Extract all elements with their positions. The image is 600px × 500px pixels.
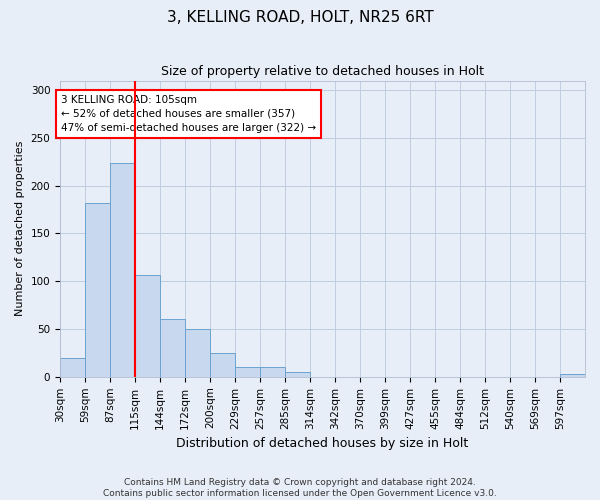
Bar bbox=[60, 358, 85, 377]
Title: Size of property relative to detached houses in Holt: Size of property relative to detached ho… bbox=[161, 65, 484, 78]
Bar bbox=[85, 203, 110, 377]
Bar bbox=[285, 372, 310, 377]
Bar bbox=[185, 329, 210, 377]
Bar bbox=[135, 274, 160, 377]
Bar bbox=[160, 320, 185, 377]
Bar bbox=[110, 162, 135, 377]
Bar bbox=[210, 353, 235, 377]
Bar bbox=[235, 368, 260, 377]
Text: 3, KELLING ROAD, HOLT, NR25 6RT: 3, KELLING ROAD, HOLT, NR25 6RT bbox=[167, 10, 433, 25]
Text: 3 KELLING ROAD: 105sqm
← 52% of detached houses are smaller (357)
47% of semi-de: 3 KELLING ROAD: 105sqm ← 52% of detached… bbox=[61, 95, 316, 133]
Y-axis label: Number of detached properties: Number of detached properties bbox=[15, 141, 25, 316]
Bar bbox=[560, 374, 585, 377]
Bar bbox=[260, 368, 285, 377]
Text: Contains HM Land Registry data © Crown copyright and database right 2024.
Contai: Contains HM Land Registry data © Crown c… bbox=[103, 478, 497, 498]
X-axis label: Distribution of detached houses by size in Holt: Distribution of detached houses by size … bbox=[176, 437, 469, 450]
